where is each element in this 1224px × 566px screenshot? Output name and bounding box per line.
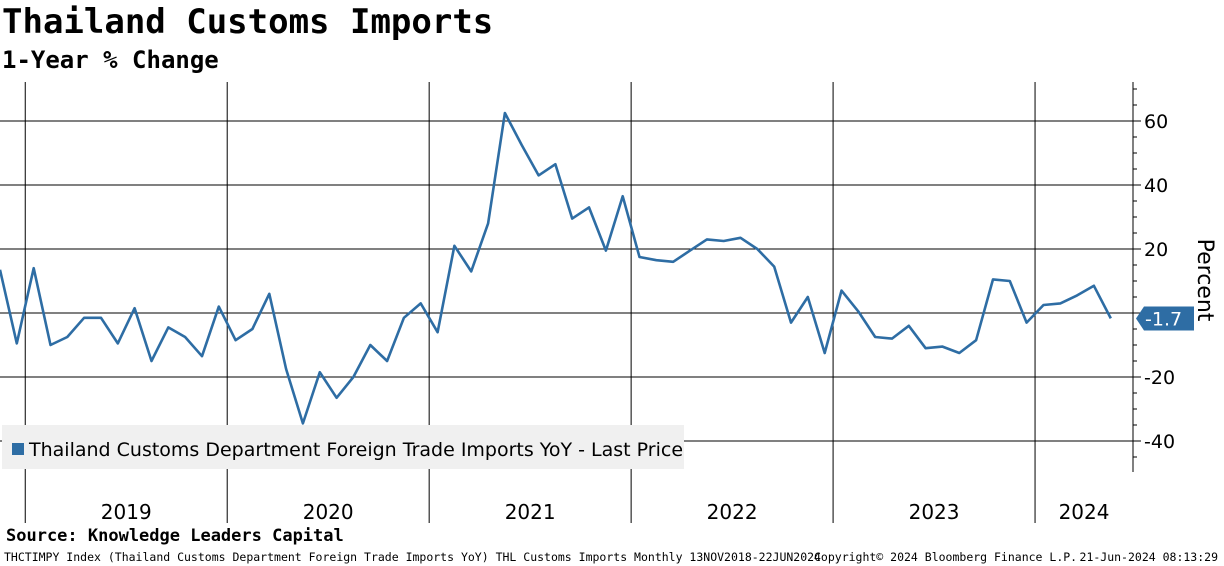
series-group (0, 111, 1112, 425)
year-label: 2022 (707, 500, 758, 524)
data-point (537, 173, 541, 177)
legend-label: Thailand Customs Department Foreign Trad… (28, 439, 683, 461)
y-tick-label: -40 (1144, 431, 1175, 453)
source-note: Source: Knowledge Leaders Capital (6, 526, 344, 546)
data-point (385, 359, 389, 363)
y-axis-title: Percent (1192, 239, 1217, 322)
data-point (772, 265, 776, 269)
data-point (133, 306, 137, 310)
data-point (1025, 321, 1029, 325)
data-point (856, 309, 860, 313)
data-point (621, 194, 625, 198)
data-point (1008, 279, 1012, 283)
data-point (452, 244, 456, 248)
data-point (183, 335, 187, 339)
data-point (1058, 301, 1062, 305)
data-point (638, 255, 642, 259)
data-point (267, 292, 271, 296)
data-point (654, 258, 658, 262)
data-point (957, 351, 961, 355)
data-point (823, 351, 827, 355)
data-point (419, 301, 423, 305)
year-label: 2021 (505, 500, 556, 524)
data-point (873, 335, 877, 339)
data-point (739, 236, 743, 240)
y-tick-label: 40 (1144, 175, 1168, 197)
data-point (1075, 293, 1079, 297)
data-point (671, 260, 675, 264)
data-point (166, 325, 170, 329)
data-point (351, 375, 355, 379)
data-point (940, 345, 944, 349)
data-point (335, 396, 339, 400)
data-point (604, 249, 608, 253)
footer-copyright: Copyright© 2024 Bloomberg Finance L.P. (814, 550, 1078, 564)
data-point (301, 421, 305, 425)
data-point (907, 324, 911, 328)
data-point (974, 338, 978, 342)
data-point (755, 247, 759, 251)
legend: Thailand Customs Department Foreign Trad… (2, 425, 684, 469)
data-point (806, 295, 810, 299)
legend-background (2, 425, 684, 469)
year-label: 2024 (1059, 500, 1110, 524)
data-point (486, 221, 490, 225)
data-point (149, 359, 153, 363)
data-point (570, 217, 574, 221)
data-point (82, 316, 86, 320)
data-point (587, 205, 591, 209)
data-point (469, 269, 473, 273)
data-point (234, 338, 238, 342)
data-point (520, 143, 524, 147)
y-axis: -40 -20 20 40 60 (1132, 82, 1175, 472)
last-value-badge: -1.7 (1136, 306, 1194, 331)
last-value-badge-shape (1136, 306, 1194, 331)
gridlines (0, 120, 1133, 442)
data-point (48, 343, 52, 347)
y-tick-label: 20 (1144, 239, 1168, 261)
series-line (0, 111, 1112, 425)
last-value-label: -1.7 (1145, 308, 1182, 330)
chart-title: Thailand Customs Imports (2, 2, 494, 42)
series-points (0, 111, 1113, 425)
data-point (368, 343, 372, 347)
legend-swatch (12, 443, 24, 455)
chart-subtitle: 1-Year % Change (2, 46, 219, 74)
data-point (318, 370, 322, 374)
data-point (217, 305, 221, 309)
data-point (553, 162, 557, 166)
y-tick-label: 60 (1144, 111, 1168, 133)
data-point (116, 341, 120, 345)
data-point (32, 266, 36, 270)
data-point (1092, 284, 1096, 288)
data-point (65, 335, 69, 339)
data-point (890, 337, 894, 341)
data-point (15, 341, 19, 345)
year-label: 2020 (303, 500, 354, 524)
x-axis-year-labels: 2019 2020 2021 2022 2023 2024 (101, 500, 1110, 524)
data-point (688, 249, 692, 253)
data-point (284, 367, 288, 371)
data-point (840, 289, 844, 293)
year-label: 2023 (909, 500, 960, 524)
data-point (924, 346, 928, 350)
data-point (991, 277, 995, 281)
data-point (436, 330, 440, 334)
data-point (722, 239, 726, 243)
y-tick-label: -20 (1144, 367, 1175, 389)
data-point (1041, 303, 1045, 307)
data-point (250, 327, 254, 331)
footer-ticker-description: THCTIMPY Index (Thailand Customs Departm… (4, 550, 821, 564)
data-point (1109, 316, 1113, 320)
year-label: 2019 (101, 500, 152, 524)
data-point (99, 316, 103, 320)
data-point (705, 237, 709, 241)
data-point (200, 354, 204, 358)
data-point (789, 321, 793, 325)
data-point (402, 316, 406, 320)
data-point (0, 268, 2, 272)
data-point (503, 111, 507, 115)
footer-timestamp: 21-Jun-2024 08:13:29 (1079, 550, 1218, 564)
